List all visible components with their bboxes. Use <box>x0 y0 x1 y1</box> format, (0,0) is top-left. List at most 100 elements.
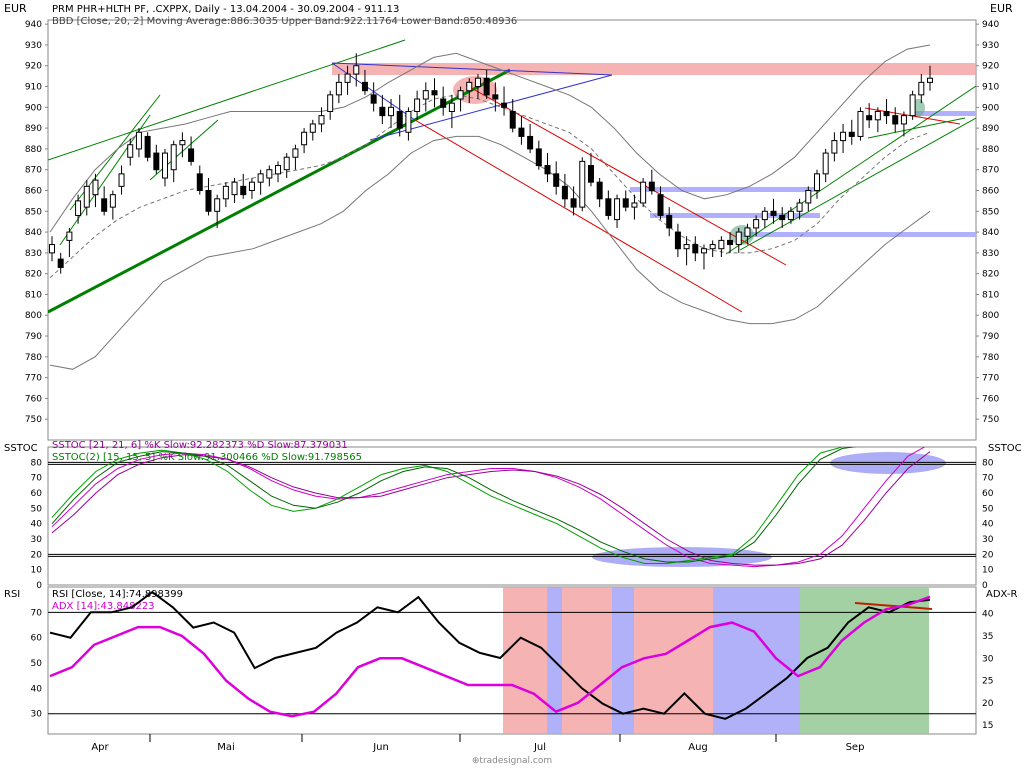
price-tick-label-right: 760 <box>982 394 999 404</box>
stoch-tick-label-right: 70 <box>982 474 994 484</box>
candle-up <box>301 131 308 146</box>
price-tick-label: 750 <box>25 415 42 425</box>
price-tick-label: 860 <box>25 186 42 196</box>
candle-up <box>857 110 864 137</box>
candle-up <box>735 231 742 246</box>
x-axis: Apr Mai Jun Jul Aug Sep <box>91 734 864 753</box>
candle-up <box>49 244 55 254</box>
resistance-zone <box>332 63 976 75</box>
rsi-axes: 30 40 50 60 70 15 20 25 30 35 40 <box>31 608 994 731</box>
watermark-icon: ⊕ <box>472 756 480 766</box>
candle-up <box>335 81 342 96</box>
price-tick-label-right: 850 <box>982 207 999 217</box>
candle-up <box>579 160 586 208</box>
candle-down <box>770 210 777 216</box>
upper-trendline <box>48 39 406 161</box>
stoch-tick-label-right: 80 <box>982 458 994 468</box>
stoch-tick-label-right: 10 <box>982 566 994 576</box>
candle-down <box>570 198 577 208</box>
stoch-axes: 0 0 10 10 20 20 30 30 40 40 50 50 60 60 70 70 80 80 <box>31 458 994 591</box>
candle-up <box>170 144 177 171</box>
adx-tick-label: 30 <box>982 654 994 664</box>
candle-up <box>422 90 429 100</box>
candle-up <box>918 81 925 96</box>
candle-up <box>614 198 621 221</box>
candle-up <box>75 200 82 216</box>
candle-up <box>683 244 690 250</box>
bollinger-middle <box>49 94 931 279</box>
candle-up <box>66 231 73 241</box>
candle-down <box>692 244 699 254</box>
long-trendline <box>48 68 511 314</box>
price-tick-label: 760 <box>25 394 42 404</box>
candle-down <box>518 127 525 137</box>
stoch-tick-label: 30 <box>31 535 43 545</box>
adx-tick-label: 15 <box>982 721 993 731</box>
watermark-text: tradesignal.com <box>479 756 552 766</box>
up-channel-lower <box>739 117 976 251</box>
candle-up <box>813 173 820 191</box>
candle-down <box>605 198 612 216</box>
price-tick-label-right: 770 <box>982 374 999 384</box>
candle-up <box>718 239 725 250</box>
support-band-840 <box>740 232 976 237</box>
candle-down <box>483 77 490 96</box>
price-tick-label: 890 <box>25 124 42 134</box>
stoch-line-3 <box>51 447 850 564</box>
candle-up <box>405 110 412 133</box>
support-band-900 <box>910 111 976 116</box>
candle-up <box>318 115 325 125</box>
candle-up <box>275 165 282 175</box>
candle-down <box>440 98 447 108</box>
candle-down <box>240 185 247 196</box>
month-label: Sep <box>846 742 865 753</box>
candle-down <box>396 110 403 129</box>
candle-up <box>162 152 169 179</box>
candle-up <box>474 77 481 88</box>
price-tick-label-right: 920 <box>982 62 999 72</box>
candle-down <box>848 131 855 137</box>
down-channel-upper <box>465 84 787 266</box>
price-tick-label: 880 <box>25 145 42 155</box>
candle-up <box>222 185 229 200</box>
candle-down <box>648 181 655 191</box>
stoch-tick-label: 50 <box>31 504 43 514</box>
candle-down <box>188 148 195 162</box>
price-tick-label: 830 <box>25 249 42 259</box>
price-tick-label: 810 <box>25 290 42 300</box>
price-tick-label: 930 <box>25 41 42 51</box>
candle-up <box>83 185 90 208</box>
stoch-tick-label: 80 <box>31 458 43 468</box>
candle-down <box>553 173 560 187</box>
candle-up <box>744 227 751 237</box>
zone-red-1 <box>503 587 547 734</box>
candle-down <box>866 115 873 121</box>
candle-down <box>205 189 212 212</box>
candle-up <box>900 115 907 125</box>
stoch-annotations <box>592 452 946 567</box>
currency-left: EUR <box>4 2 27 15</box>
candle-down <box>361 81 368 92</box>
candle-down <box>196 173 203 191</box>
candle-up <box>927 77 933 83</box>
candle-up <box>700 248 707 254</box>
stoch-panel-label-right: SSTOC <box>988 443 1022 454</box>
candle-down <box>144 135 151 158</box>
candle-down <box>587 165 594 183</box>
down-channel-lower <box>414 119 743 313</box>
stoch-legend-1: SSTOC [21, 21, 6] %K Slow:92.282373 %D S… <box>52 440 348 451</box>
price-tick-label-right: 810 <box>982 290 999 300</box>
stoch-tick-label: 40 <box>31 520 43 530</box>
watermark: ⊕tradesignal.com <box>472 756 552 766</box>
blue-triangle-top <box>331 62 613 76</box>
price-axes: 750 750 760 760 770 770 780 780 790 790 800 800 810 8… <box>25 20 1000 425</box>
price-tick-label: 900 <box>25 103 42 113</box>
price-tick-label-right: 870 <box>982 166 999 176</box>
bollinger-lower <box>49 135 931 370</box>
price-tick-label: 870 <box>25 166 42 176</box>
candle-up <box>909 94 916 117</box>
candle-down <box>153 152 160 171</box>
stoch-line-2 <box>51 451 931 566</box>
stoch-tick-label-right: 0 <box>982 581 988 591</box>
candle-down <box>492 94 499 100</box>
